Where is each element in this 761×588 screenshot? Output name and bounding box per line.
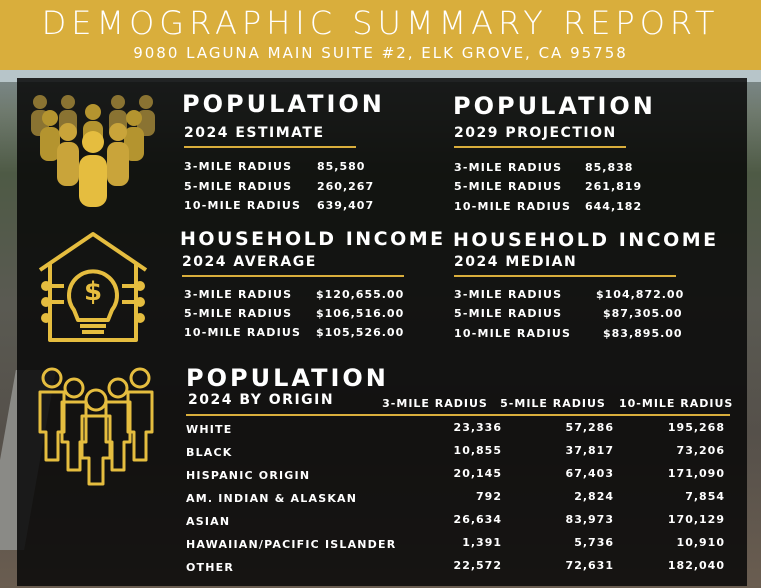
svg-text:$: $	[84, 277, 102, 307]
origin-row-label-1: BLACK	[186, 446, 233, 459]
income-median-value-2: $83,895.00	[603, 327, 683, 340]
origin-row-3-5mi: 2,824	[574, 490, 614, 503]
income-median-label-1: 5-MILE RADIUS	[454, 307, 563, 320]
origin-row-0-10mi: 195,268	[667, 421, 725, 434]
pop-2029-rule	[454, 146, 626, 148]
origin-row-6-3mi: 22,572	[453, 559, 502, 572]
origin-row-1-3mi: 10,855	[453, 444, 502, 457]
report-title: DEMOGRAPHIC SUMMARY REPORT	[41, 4, 720, 42]
income-avg-value-0: $120,655.00	[316, 288, 405, 301]
origin-row-5-5mi: 5,736	[574, 536, 614, 549]
origin-row-6-5mi: 72,631	[565, 559, 614, 572]
income-median-subtitle: 2024 MEDIAN	[454, 254, 578, 270]
summary-panel	[17, 78, 747, 586]
origin-row-6-10mi: 182,040	[667, 559, 725, 572]
origin-row-3-10mi: 7,854	[685, 490, 725, 503]
origin-row-label-5: HAWAIIAN/PACIFIC ISLANDER	[186, 538, 397, 551]
income-avg-title: HOUSEHOLD INCOME	[180, 228, 446, 250]
income-median-rule	[454, 275, 676, 277]
report-address: 9080 LAGUNA MAIN SUITE #2, ELK GROVE, CA…	[133, 44, 628, 62]
origin-row-0-3mi: 23,336	[453, 421, 502, 434]
pop-2029-subtitle: 2029 PROJECTION	[454, 125, 617, 141]
origin-row-5-3mi: 1,391	[462, 536, 502, 549]
income-median-value-0: $104,872.00	[596, 288, 685, 301]
pop-2024-label-2: 10-MILE RADIUS	[184, 199, 302, 212]
pop-2029-value-0: 85,838	[585, 161, 634, 174]
income-avg-rule	[182, 275, 404, 277]
origin-row-label-3: AM. INDIAN & ALASKAN	[186, 492, 358, 505]
origin-row-label-0: WHITE	[186, 423, 233, 436]
pop-2029-label-0: 3-MILE RADIUS	[454, 161, 563, 174]
origin-col-3mi: 3-MILE RADIUS	[382, 397, 488, 410]
people-outline-group-icon	[38, 367, 154, 486]
origin-row-1-10mi: 73,206	[676, 444, 725, 457]
pop-2024-rule	[184, 146, 356, 148]
origin-col-5mi: 5-MILE RADIUS	[500, 397, 606, 410]
origin-row-3-3mi: 792	[476, 490, 502, 503]
income-median-value-1: $87,305.00	[603, 307, 683, 320]
pop-2024-value-0: 85,580	[317, 160, 366, 173]
pop-2024-label-0: 3-MILE RADIUS	[184, 160, 293, 173]
origin-row-4-3mi: 26,634	[453, 513, 502, 526]
origin-rule	[186, 414, 730, 416]
origin-row-2-5mi: 67,403	[565, 467, 614, 480]
origin-col-10mi: 10-MILE RADIUS	[619, 397, 734, 410]
people-group-icon	[31, 95, 155, 207]
origin-row-4-10mi: 170,129	[667, 513, 725, 526]
origin-row-4-5mi: 83,973	[565, 513, 614, 526]
origin-row-label-6: OTHER	[186, 561, 235, 574]
origin-row-2-10mi: 171,090	[667, 467, 725, 480]
pop-2029-label-1: 5-MILE RADIUS	[454, 180, 563, 193]
income-median-label-0: 3-MILE RADIUS	[454, 288, 563, 301]
pop-2024-value-2: 639,407	[317, 199, 375, 212]
pop-2024-value-1: 260,267	[317, 180, 375, 193]
pop-2024-title: POPULATION	[182, 90, 385, 118]
pop-2029-label-2: 10-MILE RADIUS	[454, 200, 572, 213]
pop-2029-value-1: 261,819	[585, 180, 643, 193]
origin-row-2-3mi: 20,145	[453, 467, 502, 480]
income-avg-value-2: $105,526.00	[316, 326, 405, 339]
origin-row-0-5mi: 57,286	[565, 421, 614, 434]
origin-row-1-5mi: 37,817	[565, 444, 614, 457]
income-median-label-2: 10-MILE RADIUS	[454, 327, 572, 340]
pop-2024-label-1: 5-MILE RADIUS	[184, 180, 293, 193]
origin-row-label-2: HISPANIC ORIGIN	[186, 469, 311, 482]
income-avg-subtitle: 2024 AVERAGE	[182, 254, 317, 270]
origin-row-label-4: ASIAN	[186, 515, 231, 528]
income-avg-label-0: 3-MILE RADIUS	[184, 288, 293, 301]
pop-2029-value-2: 644,182	[585, 200, 643, 213]
pop-2024-subtitle: 2024 ESTIMATE	[184, 125, 325, 141]
income-avg-label-2: 10-MILE RADIUS	[184, 326, 302, 339]
origin-row-5-10mi: 10,910	[676, 536, 725, 549]
income-avg-value-1: $106,516.00	[316, 307, 405, 320]
origin-title: POPULATION	[186, 364, 389, 392]
pop-2029-title: POPULATION	[453, 92, 656, 120]
report-header: DEMOGRAPHIC SUMMARY REPORT 9080 LAGUNA M…	[0, 0, 761, 70]
house-dollar-lightbulb-icon: $	[38, 232, 148, 342]
origin-subtitle: 2024 BY ORIGIN	[188, 392, 335, 408]
income-avg-label-1: 5-MILE RADIUS	[184, 307, 293, 320]
income-median-title: HOUSEHOLD INCOME	[453, 229, 719, 251]
